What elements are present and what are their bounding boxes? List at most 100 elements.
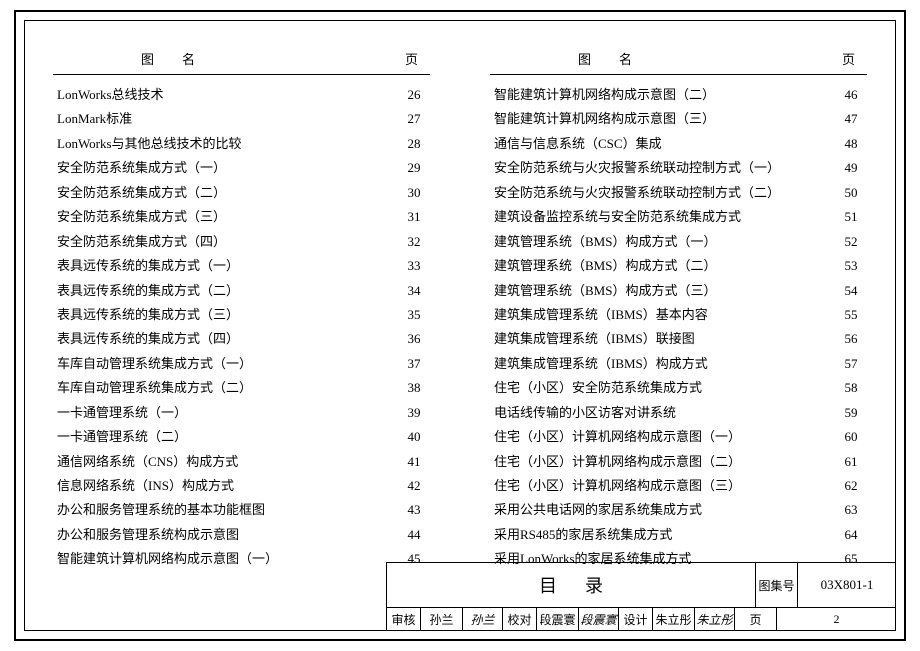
toc-page: 61 (835, 450, 867, 474)
toc-page: 57 (835, 352, 867, 376)
toc-row: 表具远传系统的集成方式（四）36 (53, 327, 430, 351)
toc-column-right: 图名 页 智能建筑计算机网络构成示意图（二）46智能建筑计算机网络构成示意图（三… (490, 49, 867, 548)
header-name: 图名 (498, 49, 660, 68)
toc-page: 35 (398, 303, 430, 327)
toc-title: 建筑管理系统（BMS）构成方式（三） (494, 279, 716, 303)
toc-row: 信息网络系统（INS）构成方式42 (53, 474, 430, 498)
toc-page: 53 (835, 254, 867, 278)
code-value: 03X801-1 (798, 563, 896, 607)
toc-title: 车库自动管理系统集成方式（二） (57, 376, 252, 400)
toc-row: 安全防范系统集成方式（四） 32 (53, 230, 430, 254)
toc-row: 建筑管理系统（BMS）构成方式（一） 52 (490, 230, 867, 254)
toc-row: 安全防范系统与火灾报警系统联动控制方式（二）50 (490, 181, 867, 205)
toc-page: 46 (835, 83, 867, 107)
toc-page: 62 (835, 474, 867, 498)
inner-frame: 图名 页 LonWorks总线技术26LonMark标准27LonWorks与其… (24, 20, 896, 631)
header-page: 页 (842, 49, 859, 68)
toc-title: 建筑集成管理系统（IBMS）构成方式 (494, 352, 708, 376)
toc-page: 48 (835, 132, 867, 156)
sig-script-review: 孙兰 (463, 608, 503, 631)
toc-page: 27 (398, 107, 430, 131)
toc-row: 采用RS485的家居系统集成方式64 (490, 523, 867, 547)
toc-title: 住宅（小区）计算机网络构成示意图（一） (494, 425, 741, 449)
toc-title: 住宅（小区）安全防范系统集成方式 (494, 376, 702, 400)
toc-title: 建筑集成管理系统（IBMS）基本内容 (494, 303, 708, 327)
toc-page: 32 (398, 230, 430, 254)
toc-row: 住宅（小区）计算机网络构成示意图（二）61 (490, 450, 867, 474)
title-block-top: 目录 图集号 03X801-1 (387, 563, 896, 607)
toc-page: 30 (398, 181, 430, 205)
toc-column-left: 图名 页 LonWorks总线技术26LonMark标准27LonWorks与其… (53, 49, 430, 548)
toc-row: LonMark标准27 (53, 107, 430, 131)
toc-page: 52 (835, 230, 867, 254)
toc-row: 表具远传系统的集成方式（三）35 (53, 303, 430, 327)
toc-row: 安全防范系统集成方式（一） 29 (53, 156, 430, 180)
outer-frame: 图名 页 LonWorks总线技术26LonMark标准27LonWorks与其… (14, 10, 906, 641)
toc-page: 43 (398, 498, 430, 522)
toc-row: 建筑集成管理系统（IBMS）联接图 56 (490, 327, 867, 351)
toc-page: 33 (398, 254, 430, 278)
toc-row: 建筑设备监控系统与安全防范系统集成方式51 (490, 205, 867, 229)
toc-page: 55 (835, 303, 867, 327)
toc-title: 建筑集成管理系统（IBMS）联接图 (494, 327, 695, 351)
toc-row: 智能建筑计算机网络构成示意图（二）46 (490, 83, 867, 107)
toc-page: 38 (398, 376, 430, 400)
toc-row: 安全防范系统与火灾报警系统联动控制方式（一） 49 (490, 156, 867, 180)
toc-title: 车库自动管理系统集成方式（一） (57, 352, 252, 376)
toc-row: 一卡通管理系统（一）39 (53, 401, 430, 425)
toc-title: 表具远传系统的集成方式（四） (57, 327, 239, 351)
toc-row: 住宅（小区）计算机网络构成示意图（一）60 (490, 425, 867, 449)
toc-row: 安全防范系统集成方式（三）31 (53, 205, 430, 229)
toc-row: 办公和服务管理系统的基本功能框图43 (53, 498, 430, 522)
sig-script-design: 朱立彤 (695, 608, 735, 631)
toc-title: 安全防范系统集成方式（一） (57, 156, 226, 180)
code-label: 图集号 (756, 563, 798, 607)
toc-page: 56 (835, 327, 867, 351)
doc-title: 目录 (387, 563, 756, 607)
toc-row: 采用公共电话网的家居系统集成方式63 (490, 498, 867, 522)
toc-page: 31 (398, 205, 430, 229)
column-header: 图名 页 (490, 49, 867, 75)
sig-label-check: 校对 (503, 608, 537, 631)
toc-title: 表具远传系统的集成方式（一） (57, 254, 239, 278)
toc-row: 办公和服务管理系统构成示意图44 (53, 523, 430, 547)
toc-title: 安全防范系统与火灾报警系统联动控制方式（一） (494, 156, 780, 180)
toc-page: 29 (398, 156, 430, 180)
toc-title: 安全防范系统集成方式（四） (57, 230, 226, 254)
toc-row: 安全防范系统集成方式（二） 30 (53, 181, 430, 205)
toc-row: 建筑管理系统（BMS）构成方式（三）54 (490, 279, 867, 303)
toc-page: 40 (398, 425, 430, 449)
toc-title: 信息网络系统（INS）构成方式 (57, 474, 234, 498)
toc-page: 58 (835, 376, 867, 400)
toc-row: 智能建筑计算机网络构成示意图（三）47 (490, 107, 867, 131)
toc-title: 智能建筑计算机网络构成示意图（三） (494, 107, 715, 131)
toc-title: 住宅（小区）计算机网络构成示意图（三） (494, 474, 741, 498)
header-name: 图名 (61, 49, 223, 68)
toc-page: 51 (835, 205, 867, 229)
toc-row: 建筑集成管理系统（IBMS）构成方式 57 (490, 352, 867, 376)
sig-script-check: 段震寰 (579, 608, 619, 631)
toc-page: 28 (398, 132, 430, 156)
toc-page: 34 (398, 279, 430, 303)
toc-page: 64 (835, 523, 867, 547)
toc-title: 一卡通管理系统（一） (57, 401, 187, 425)
toc-title: LonWorks与其他总线技术的比较 (57, 132, 242, 156)
toc-title: 办公和服务管理系统构成示意图 (57, 523, 239, 547)
toc-title: 建筑管理系统（BMS）构成方式（一） (494, 230, 716, 254)
toc-page: 41 (398, 450, 430, 474)
toc-page: 49 (835, 156, 867, 180)
toc-title: 安全防范系统集成方式（二） (57, 181, 226, 205)
page-number: 2 (777, 608, 896, 631)
sig-label-design: 设计 (619, 608, 653, 631)
header-page: 页 (405, 49, 422, 68)
signature-row: 审核 孙兰 孙兰 校对 段震寰 段震寰 设计 朱立彤 朱立彤 页 2 (387, 607, 896, 631)
toc-title: 通信网络系统（CNS）构成方式 (57, 450, 238, 474)
toc-row: LonWorks与其他总线技术的比较 28 (53, 132, 430, 156)
toc-row: 通信与信息系统（CSC）集成48 (490, 132, 867, 156)
toc-page: 59 (835, 401, 867, 425)
toc-title: 建筑管理系统（BMS）构成方式（二） (494, 254, 716, 278)
toc-row: 建筑管理系统（BMS）构成方式（二） 53 (490, 254, 867, 278)
toc-page: 37 (398, 352, 430, 376)
toc-content: 图名 页 LonWorks总线技术26LonMark标准27LonWorks与其… (53, 49, 867, 548)
sig-name-design: 朱立彤 (653, 608, 695, 631)
